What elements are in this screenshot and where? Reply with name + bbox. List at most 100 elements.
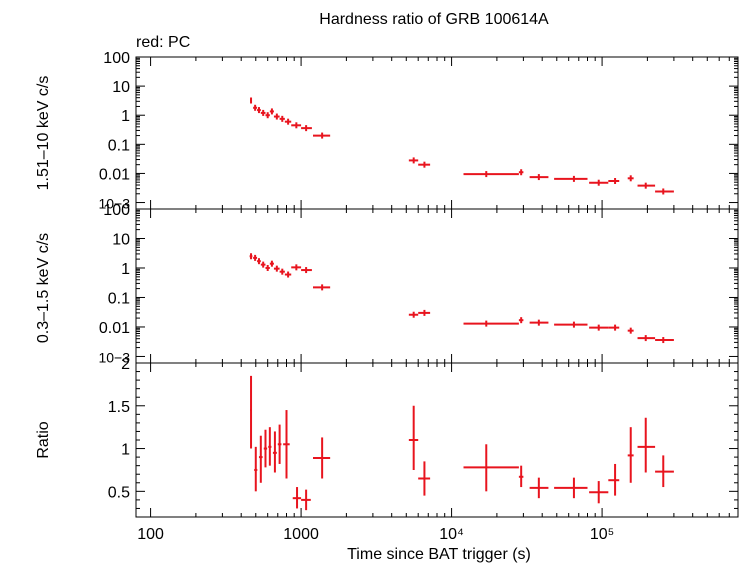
chart-title: Hardness ratio of GRB 100614A: [319, 11, 549, 28]
y-tick-label: 10−3: [98, 196, 130, 212]
data-point: [273, 265, 280, 272]
data-point: [257, 258, 261, 265]
x-tick-label: 10⁴: [439, 526, 464, 543]
data-point: [418, 461, 431, 496]
series-annotation: red: PC: [136, 34, 190, 51]
data-point: [260, 261, 266, 268]
data-point: [529, 319, 549, 326]
data-point: [279, 268, 285, 275]
data-point: [258, 435, 263, 483]
panel-hard: 100 10 1 0.1 0.01 10−3: [98, 50, 739, 212]
data-point: [250, 97, 253, 104]
y-tick-label: 10: [112, 79, 130, 96]
y-tick-label: 100: [103, 202, 130, 219]
data-point: [608, 324, 620, 331]
y-tick-label: 0.1: [108, 137, 130, 154]
y-tick-label: 0.5: [108, 484, 130, 501]
data-point: [554, 175, 588, 182]
y-tick-label: 1: [121, 261, 130, 278]
data-point: [284, 271, 292, 278]
data-point: [263, 429, 268, 468]
x-tick-label: 10⁵: [590, 526, 614, 543]
data-point: [269, 260, 274, 267]
data-point: [284, 118, 292, 125]
data-point: [272, 431, 277, 473]
x-axis-label: Time since BAT trigger (s): [347, 546, 531, 563]
y-tick-label: 1.5: [108, 399, 130, 416]
data-point: [589, 324, 609, 331]
data-point: [554, 321, 588, 328]
data-point: [627, 327, 634, 334]
data-point: [269, 108, 274, 115]
data-point: [518, 169, 524, 176]
plot-frame: [135, 362, 739, 518]
data-point: [655, 188, 674, 195]
x-tick-label: 100: [137, 526, 164, 543]
y-axis-label-ratio: Ratio: [35, 421, 52, 458]
data-point: [529, 174, 549, 181]
y-tick-label: 0.1: [108, 290, 130, 307]
data-point: [283, 410, 290, 479]
data-point: [655, 455, 674, 488]
y-tick-label: 0.01: [99, 166, 130, 183]
data-point: [637, 182, 656, 189]
data-point: [253, 254, 258, 261]
data-point: [627, 427, 634, 483]
data-point: [268, 427, 272, 466]
data-point: [260, 109, 266, 116]
data-point: [279, 115, 285, 122]
data-point: [589, 481, 609, 504]
y-tick-label: 2: [121, 356, 130, 373]
data-point: [637, 335, 656, 342]
data-point: [265, 264, 270, 271]
data-point: [408, 157, 419, 164]
data-point: [655, 337, 674, 344]
data-point: [273, 113, 280, 120]
data-point: [589, 179, 609, 186]
data-point: [418, 161, 431, 168]
data-point: [463, 320, 519, 327]
data-point: [313, 132, 331, 139]
data-point: [408, 405, 419, 470]
data-point: [408, 311, 419, 318]
y-axis-label-hard: 1.51–10 keV c/s: [35, 76, 52, 191]
panel-ratio: 2 1.5 1 0.5 100 1000 10⁴ 10⁵: [108, 356, 739, 543]
y-tick-label: 10−3: [98, 349, 130, 365]
y-tick-label: 1: [121, 108, 130, 125]
data-point: [277, 424, 282, 464]
data-point: [608, 177, 620, 184]
data-point: [254, 446, 258, 492]
y-tick-label: 1: [121, 442, 130, 459]
data-point: [301, 125, 312, 132]
data-point: [313, 284, 331, 291]
y-axis-label-soft: 0.3–1.5 keV c/s: [35, 233, 52, 343]
data-point: [301, 489, 311, 511]
data-point: [463, 444, 519, 492]
data-point: [554, 477, 588, 499]
data-point: [637, 417, 656, 473]
y-tick-label: 0.01: [99, 320, 130, 337]
data-point: [265, 112, 270, 119]
data-point: [249, 253, 253, 260]
data-point: [418, 309, 431, 316]
data-point: [313, 437, 331, 479]
panel-soft: 100 10 1 0.1 0.01 10−3: [98, 202, 739, 365]
data-point: [301, 267, 312, 274]
data-point: [608, 463, 620, 496]
data-point: [253, 104, 258, 111]
data-point: [257, 107, 261, 114]
data-point: [463, 171, 519, 178]
data-point: [291, 122, 302, 129]
data-point: [518, 317, 524, 324]
y-tick-label: 100: [103, 50, 130, 67]
data-point: [529, 477, 549, 499]
data-point: [250, 375, 253, 449]
y-tick-label: 10: [112, 231, 130, 248]
plot-frame: [135, 208, 739, 364]
data-point: [627, 175, 634, 182]
x-tick-label: 1000: [283, 526, 319, 543]
data-point: [518, 465, 524, 488]
data-point: [291, 264, 302, 271]
data-point: [292, 487, 302, 509]
